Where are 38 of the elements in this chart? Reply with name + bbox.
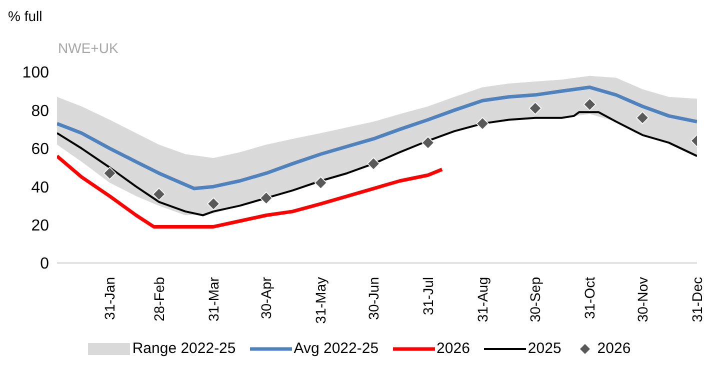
point xyxy=(367,157,380,170)
x-tick-label: 31-Mar xyxy=(205,276,222,322)
x-tick-label: 30-Sep xyxy=(527,276,544,322)
point xyxy=(103,166,116,180)
point xyxy=(314,176,328,190)
point xyxy=(476,117,489,130)
legend-label: Range 2022-25 xyxy=(132,340,236,357)
y-tick-label: 80 xyxy=(31,102,50,120)
legend-label: 2025 xyxy=(528,340,562,357)
text: NWE+UK xyxy=(58,40,118,56)
legend-label: 2026 xyxy=(597,340,631,357)
point xyxy=(528,102,542,115)
y-tick-label: 60 xyxy=(31,141,50,158)
x-tick-label: 30-Nov xyxy=(634,277,650,322)
x-tick-label: 31-Jul xyxy=(420,277,436,316)
legend-label: Avg 2022-25 xyxy=(294,340,379,357)
point xyxy=(583,98,596,111)
x-tick-label: 28-Feb xyxy=(150,276,167,322)
y-tick-label: 100 xyxy=(22,64,50,82)
x-tick-label: 31-Jan xyxy=(102,277,118,320)
x-tick-label: 31-May xyxy=(312,277,329,324)
legend-label: 2026 xyxy=(436,340,470,357)
line-series xyxy=(57,86,697,190)
point xyxy=(636,111,649,124)
line-series xyxy=(57,154,444,228)
point xyxy=(152,188,166,201)
x-tick-label: 31-Aug xyxy=(474,277,490,322)
point xyxy=(260,192,273,204)
y-tick-label: 0 xyxy=(40,256,50,273)
point xyxy=(207,197,220,210)
y-tick-label: 20 xyxy=(31,217,50,234)
y-axis-title: % full xyxy=(8,8,42,24)
y-tick-label: 40 xyxy=(31,179,50,196)
x-tick-label: 30-Apr xyxy=(258,276,274,320)
x-tick-label: 31-Oct xyxy=(582,276,598,320)
point xyxy=(422,136,434,150)
x-tick-label: 31-Dec xyxy=(689,277,705,322)
x-tick-label: 30-Jun xyxy=(365,277,382,320)
